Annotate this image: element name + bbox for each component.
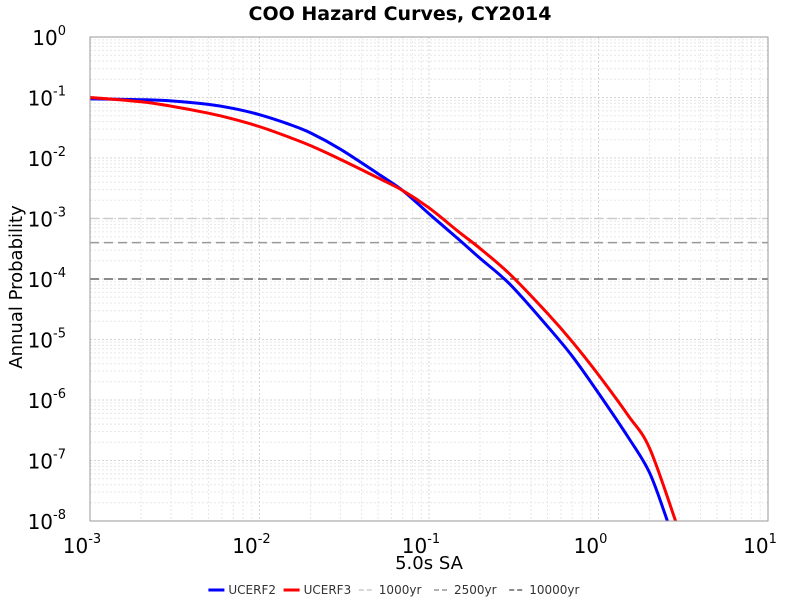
y-tick-label: 10-8 [28,508,66,534]
x-tick-labels: 10-3 10-2 10-1 100 101 [63,532,777,558]
y-tick-label: 10-5 [28,327,66,353]
chart-title: COO Hazard Curves, CY2014 [249,3,552,25]
x-axis-label: 5.0s SA [395,553,463,574]
y-tick-label: 10-2 [28,145,66,171]
y-tick-label: 10-3 [28,206,66,232]
y-tick-label: 10-7 [28,448,66,474]
series-line-UCERF3 [89,96,678,522]
y-tick-label: 10-4 [28,266,66,292]
plot-frame [89,36,769,522]
series-lines [89,96,678,522]
y-axis-label: Annual Probability [6,205,27,369]
y-tick-label: 10-1 [28,85,66,111]
legend-label-UCERF3: UCERF3 [304,583,352,597]
reference-lines [90,217,768,280]
legend-label-2500yr: 2500yr [454,583,497,597]
y-tick-label: 10-6 [28,387,66,413]
x-tick-label: 101 [743,532,777,558]
y-tick-labels: 100 10-1 10-2 10-3 10-4 10-5 10-6 10-7 10-8 [28,24,66,534]
legend: UCERF2 UCERF3 1000yr 2500yr 10000yr [208,583,579,597]
x-tick-label: 10-3 [63,532,101,558]
x-tick-label: 100 [574,532,608,558]
series-line-UCERF2 [89,97,669,522]
x-tick-label: 10-1 [402,532,440,558]
legend-label-10000yr: 10000yr [529,583,579,597]
x-tick-label: 10-2 [232,532,270,558]
legend-label-1000yr: 1000yr [379,583,422,597]
y-tick-label: 100 [32,24,66,50]
legend-label-UCERF2: UCERF2 [228,583,276,597]
